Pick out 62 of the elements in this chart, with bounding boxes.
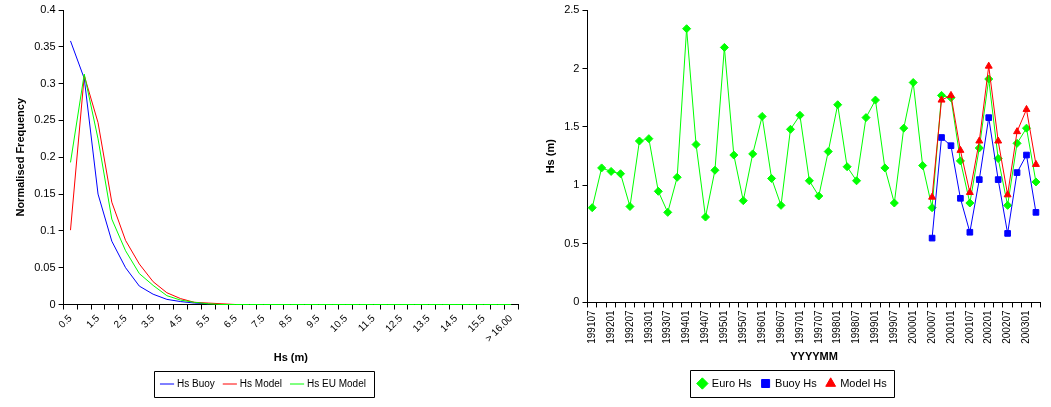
x-tick-label: 200101 (944, 310, 956, 344)
x-tick-label: 199407 (699, 310, 711, 344)
y-tick-label: 0.25 (34, 113, 56, 126)
legend-label: Euro Hs (711, 376, 753, 389)
x-tick-label: 9.5 (304, 312, 323, 330)
x-tick-label: 200007 (925, 310, 937, 344)
y-tick-label: 2 (573, 61, 580, 74)
x-tick-label: 199107 (585, 310, 597, 344)
y-tick-label: 0.15 (34, 187, 56, 200)
x-tick-label: 199501 (718, 310, 730, 344)
x-tick-label: 4.5 (166, 312, 185, 330)
x-tick-label: 199901 (869, 310, 881, 344)
x-tick-label: 7.5 (249, 312, 267, 330)
x-tick-label: 199801 (831, 310, 843, 344)
x-axis-title: Hs (m) (273, 351, 309, 364)
x-tick-label: 199307 (661, 310, 673, 344)
x-tick-label: 199507 (737, 310, 749, 344)
x-tick-label: 8.5 (276, 312, 295, 330)
x-tick-label: 5.5 (193, 312, 212, 330)
x-tick-label: 0.5 (56, 312, 75, 330)
x-tick-label: 199607 (774, 310, 786, 344)
x-tick-label: 200107 (963, 310, 975, 344)
legend-label: Hs Buoy (177, 377, 215, 389)
y-tick-label: 0 (49, 297, 56, 310)
legend-label: Buoy Hs (775, 376, 818, 389)
x-tick-label: 2.5 (111, 312, 130, 330)
x-tick-label: 11.5 (355, 312, 378, 334)
x-tick-label: 200201 (982, 310, 994, 344)
x-tick-label: 199701 (793, 310, 805, 344)
legend-label: Hs Model (239, 377, 283, 389)
y-tick-label: 0.4 (40, 3, 56, 16)
x-tick-label: 200301 (1020, 310, 1032, 344)
x-tick-label: 199207 (623, 310, 635, 344)
y-tick-label: 0 (573, 295, 580, 308)
x-tick-label: 13.5 (410, 312, 433, 334)
x-tick-label: 15.5 (465, 312, 488, 334)
y-tick-label: 0.3 (40, 76, 56, 89)
y-axis-title: Normalised Frequency (13, 97, 26, 217)
x-tick-label: 199601 (755, 310, 767, 344)
x-tick-label: 199807 (850, 310, 862, 344)
y-tick-label: 1.5 (564, 120, 580, 132)
y-tick-label: 0.05 (34, 260, 56, 273)
x-tick-label: 199907 (888, 310, 900, 344)
x-tick-label: 1.5 (83, 312, 102, 330)
legend-label: Hs EU Model (307, 377, 366, 389)
x-tick-label: 199201 (604, 310, 616, 344)
y-tick-label: 1 (573, 178, 580, 191)
x-tick-label: 200207 (1001, 310, 1013, 344)
x-tick-label: 199707 (812, 310, 824, 344)
x-tick-label: 199301 (642, 310, 654, 344)
y-tick-label: 0.1 (40, 223, 56, 236)
y-tick-label: 2.5 (564, 3, 580, 16)
legend-label: Model Hs (840, 376, 888, 389)
y-axis-title: Hs (m) (543, 138, 556, 174)
x-tick-label: 199401 (680, 310, 692, 344)
x-tick-label: 6.5 (221, 312, 240, 330)
x-tick-label: 200001 (906, 310, 918, 344)
y-tick-label: 0.35 (34, 39, 56, 52)
x-axis-title: YYYYMM (790, 350, 838, 363)
x-tick-label: 3.5 (138, 312, 157, 330)
y-tick-label: 0.5 (564, 236, 580, 249)
y-tick-label: 0.2 (40, 150, 56, 163)
